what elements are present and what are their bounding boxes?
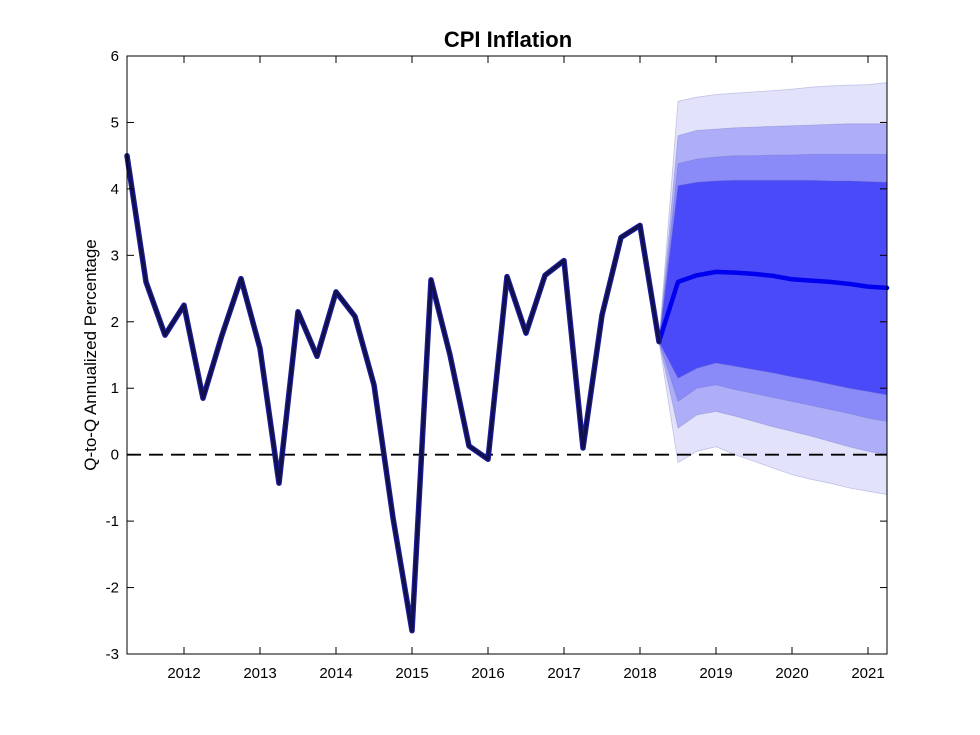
- y-tick-label: 3: [111, 247, 119, 264]
- x-axis-ticks: 2012 2013 2014 2015 2016 2017 2018 2019 2020 2021: [167, 56, 885, 682]
- y-tick-label: 0: [111, 447, 119, 464]
- y-tick-label: -1: [106, 513, 119, 530]
- history-line-outline: [124, 152, 662, 634]
- x-tick-label: 2014: [319, 665, 352, 682]
- y-axis-label: Q-to-Q Annualized Percentage: [81, 239, 100, 471]
- x-tick-label: 2017: [547, 665, 580, 682]
- x-tick-label: 2013: [243, 665, 276, 682]
- confidence-bands: [658, 82, 888, 495]
- y-axis-ticks: -3 -2 -1 0 1 2 3 4 5 6: [106, 48, 887, 663]
- y-tick-label: 6: [111, 48, 119, 65]
- x-tick-label: 2019: [699, 665, 732, 682]
- x-tick-label: 2020: [775, 665, 808, 682]
- y-tick-label: 2: [111, 314, 119, 331]
- x-tick-label: 2012: [167, 665, 200, 682]
- plot-area-frame: [126, 55, 888, 655]
- y-tick-label: -2: [106, 580, 119, 597]
- forecast-line: [618, 223, 890, 344]
- y-tick-label: -3: [106, 646, 119, 663]
- y-tick-label: 1: [111, 380, 119, 397]
- x-tick-label: 2018: [623, 665, 656, 682]
- y-tick-label: 4: [111, 181, 119, 198]
- data-series: [124, 152, 890, 634]
- band-inner: [658, 179, 888, 396]
- x-tick-label: 2021: [851, 665, 884, 682]
- x-tick-label: 2016: [471, 665, 504, 682]
- chart-title: CPI Inflation: [444, 27, 572, 52]
- history-line: [125, 154, 661, 633]
- y-tick-label: 5: [111, 114, 119, 131]
- x-tick-label: 2015: [395, 665, 428, 682]
